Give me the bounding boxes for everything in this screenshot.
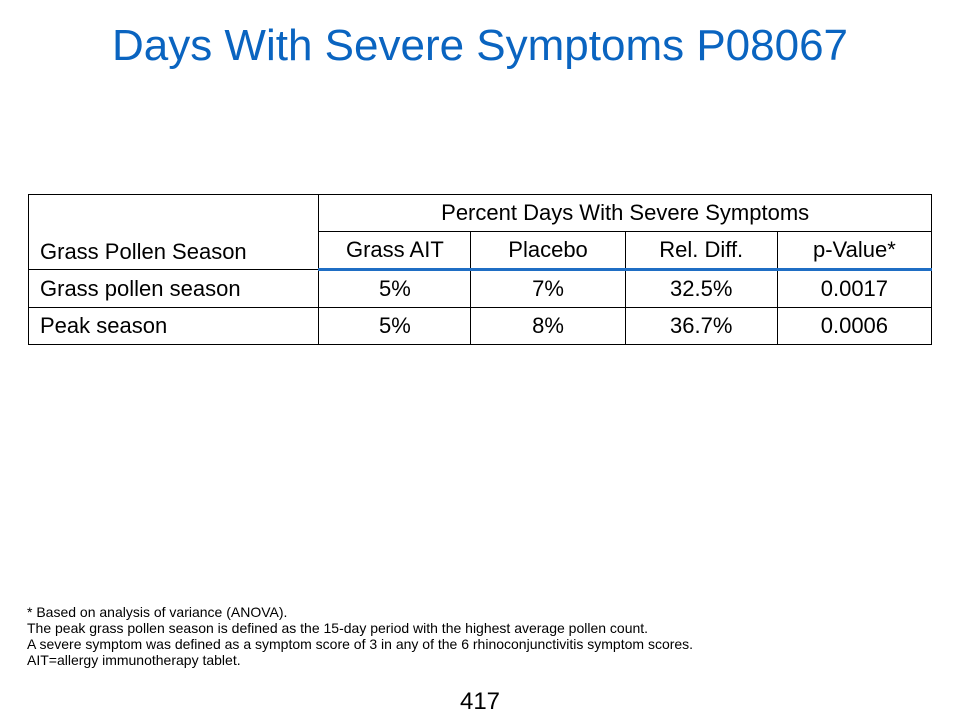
page-number: 417 xyxy=(459,688,501,715)
footnotes: * Based on analysis of variance (ANOVA).… xyxy=(27,604,693,668)
row-label: Grass pollen season xyxy=(27,269,320,308)
footnote: A severe symptom was defined as a sympto… xyxy=(27,636,694,652)
row-label: Peak season xyxy=(27,307,320,345)
table-row: Grass pollen season 5% 7% 32.5% 0.0017 xyxy=(27,269,933,308)
table-cell: 0.0017 xyxy=(776,269,933,308)
table-cell: 5% xyxy=(318,269,472,308)
column-header-placebo: Placebo xyxy=(470,231,626,271)
column-header-rel-diff: Rel. Diff. xyxy=(624,231,778,271)
table-header-row: Grass AIT Placebo Rel. Diff. p-Value* xyxy=(29,231,933,271)
footnote: AIT=allergy immunotherapy tablet. xyxy=(27,652,241,668)
table-cell: 5% xyxy=(318,307,472,345)
table-header-row: Grass Pollen Season Percent Days With Se… xyxy=(27,194,932,270)
table-cell: 32.5% xyxy=(624,269,778,308)
table-cell: 36.7% xyxy=(624,307,778,345)
table-cell: 8% xyxy=(470,307,626,345)
results-table: Grass Pollen Season Percent Days With Se… xyxy=(27,194,933,345)
table-row: Peak season 5% 8% 36.7% 0.0006 xyxy=(27,307,933,345)
table-cell: 7% xyxy=(470,269,626,308)
column-header-grass-ait: Grass AIT xyxy=(318,231,472,271)
footnote: The peak grass pollen season is defined … xyxy=(27,620,649,636)
table-cell: 0.0006 xyxy=(776,307,933,345)
slide-title: Days With Severe Symptoms P08067 xyxy=(111,21,849,70)
footnote: * Based on analysis of variance (ANOVA). xyxy=(27,604,288,620)
group-header: Percent Days With Severe Symptoms xyxy=(318,194,932,232)
row-header-label: Grass Pollen Season xyxy=(27,194,320,270)
column-header-p-value: p-Value* xyxy=(776,231,933,271)
